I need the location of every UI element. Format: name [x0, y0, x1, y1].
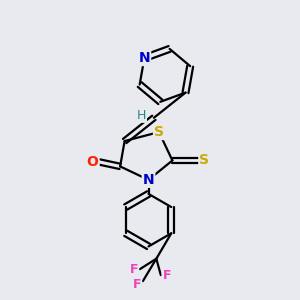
Text: N: N [143, 173, 154, 187]
Text: O: O [87, 155, 99, 169]
Text: F: F [130, 262, 138, 276]
Text: N: N [139, 51, 150, 65]
Text: F: F [133, 278, 141, 291]
Text: F: F [163, 268, 171, 282]
Text: H: H [136, 109, 146, 122]
Text: S: S [154, 125, 164, 139]
Text: S: S [199, 154, 209, 167]
